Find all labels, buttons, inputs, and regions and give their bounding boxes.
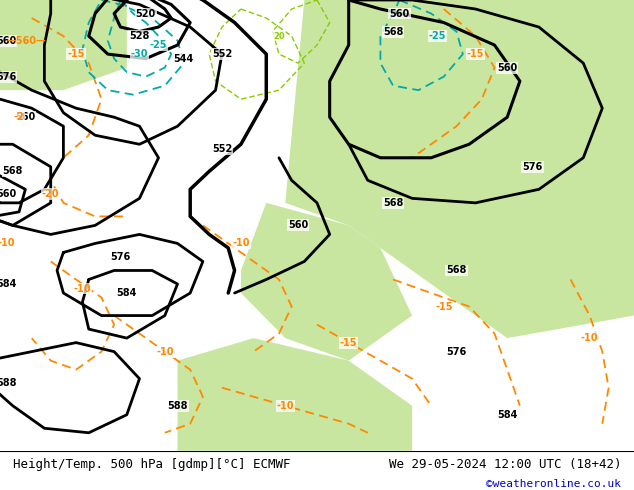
Text: 576: 576: [522, 162, 543, 172]
Text: -10: -10: [0, 239, 15, 248]
Text: 560: 560: [15, 112, 36, 122]
Text: 584: 584: [497, 410, 517, 420]
Text: -15: -15: [340, 338, 358, 347]
Text: -10: -10: [156, 346, 174, 357]
Polygon shape: [178, 338, 412, 451]
Text: 584: 584: [117, 288, 137, 298]
Text: -15: -15: [467, 49, 484, 59]
Polygon shape: [0, 0, 127, 90]
Text: —560—: —560—: [6, 36, 46, 46]
Text: 552: 552: [212, 144, 232, 154]
Text: Height/Temp. 500 hPa [gdmp][°C] ECMWF: Height/Temp. 500 hPa [gdmp][°C] ECMWF: [13, 458, 290, 471]
Text: -30: -30: [131, 49, 148, 59]
Text: 568: 568: [446, 266, 467, 275]
Text: 584: 584: [0, 279, 16, 289]
Polygon shape: [241, 203, 412, 361]
Text: 588: 588: [167, 401, 188, 411]
Polygon shape: [285, 0, 634, 338]
Text: We 29-05-2024 12:00 UTC (18+42): We 29-05-2024 12:00 UTC (18+42): [389, 458, 621, 471]
Text: 520: 520: [136, 8, 156, 19]
Text: -10: -10: [232, 239, 250, 248]
Text: -15: -15: [67, 49, 85, 59]
Text: 560: 560: [497, 63, 517, 73]
Text: 20: 20: [273, 31, 285, 41]
Polygon shape: [349, 0, 634, 158]
Text: -10: -10: [74, 284, 91, 294]
Text: 576: 576: [0, 72, 16, 82]
Text: 552: 552: [212, 49, 232, 59]
Text: ©weatheronline.co.uk: ©weatheronline.co.uk: [486, 479, 621, 489]
Text: -2: -2: [14, 112, 24, 122]
Text: 576: 576: [110, 252, 131, 262]
Text: 568: 568: [383, 26, 403, 37]
Text: 576: 576: [446, 346, 467, 357]
Text: 568: 568: [383, 198, 403, 208]
Text: -25: -25: [150, 40, 167, 50]
Text: 560: 560: [288, 220, 308, 230]
Text: 528: 528: [129, 31, 150, 41]
Text: 560: 560: [389, 8, 410, 19]
Text: -10: -10: [276, 401, 294, 411]
Text: 568: 568: [3, 166, 23, 176]
Text: 560: 560: [0, 36, 16, 46]
Text: -10: -10: [581, 333, 598, 343]
Text: 544: 544: [174, 53, 194, 64]
Text: -15: -15: [435, 301, 453, 312]
Text: 560: 560: [0, 189, 16, 199]
Text: -25: -25: [429, 31, 446, 41]
Text: 588: 588: [0, 378, 16, 388]
Text: -20: -20: [42, 189, 60, 199]
